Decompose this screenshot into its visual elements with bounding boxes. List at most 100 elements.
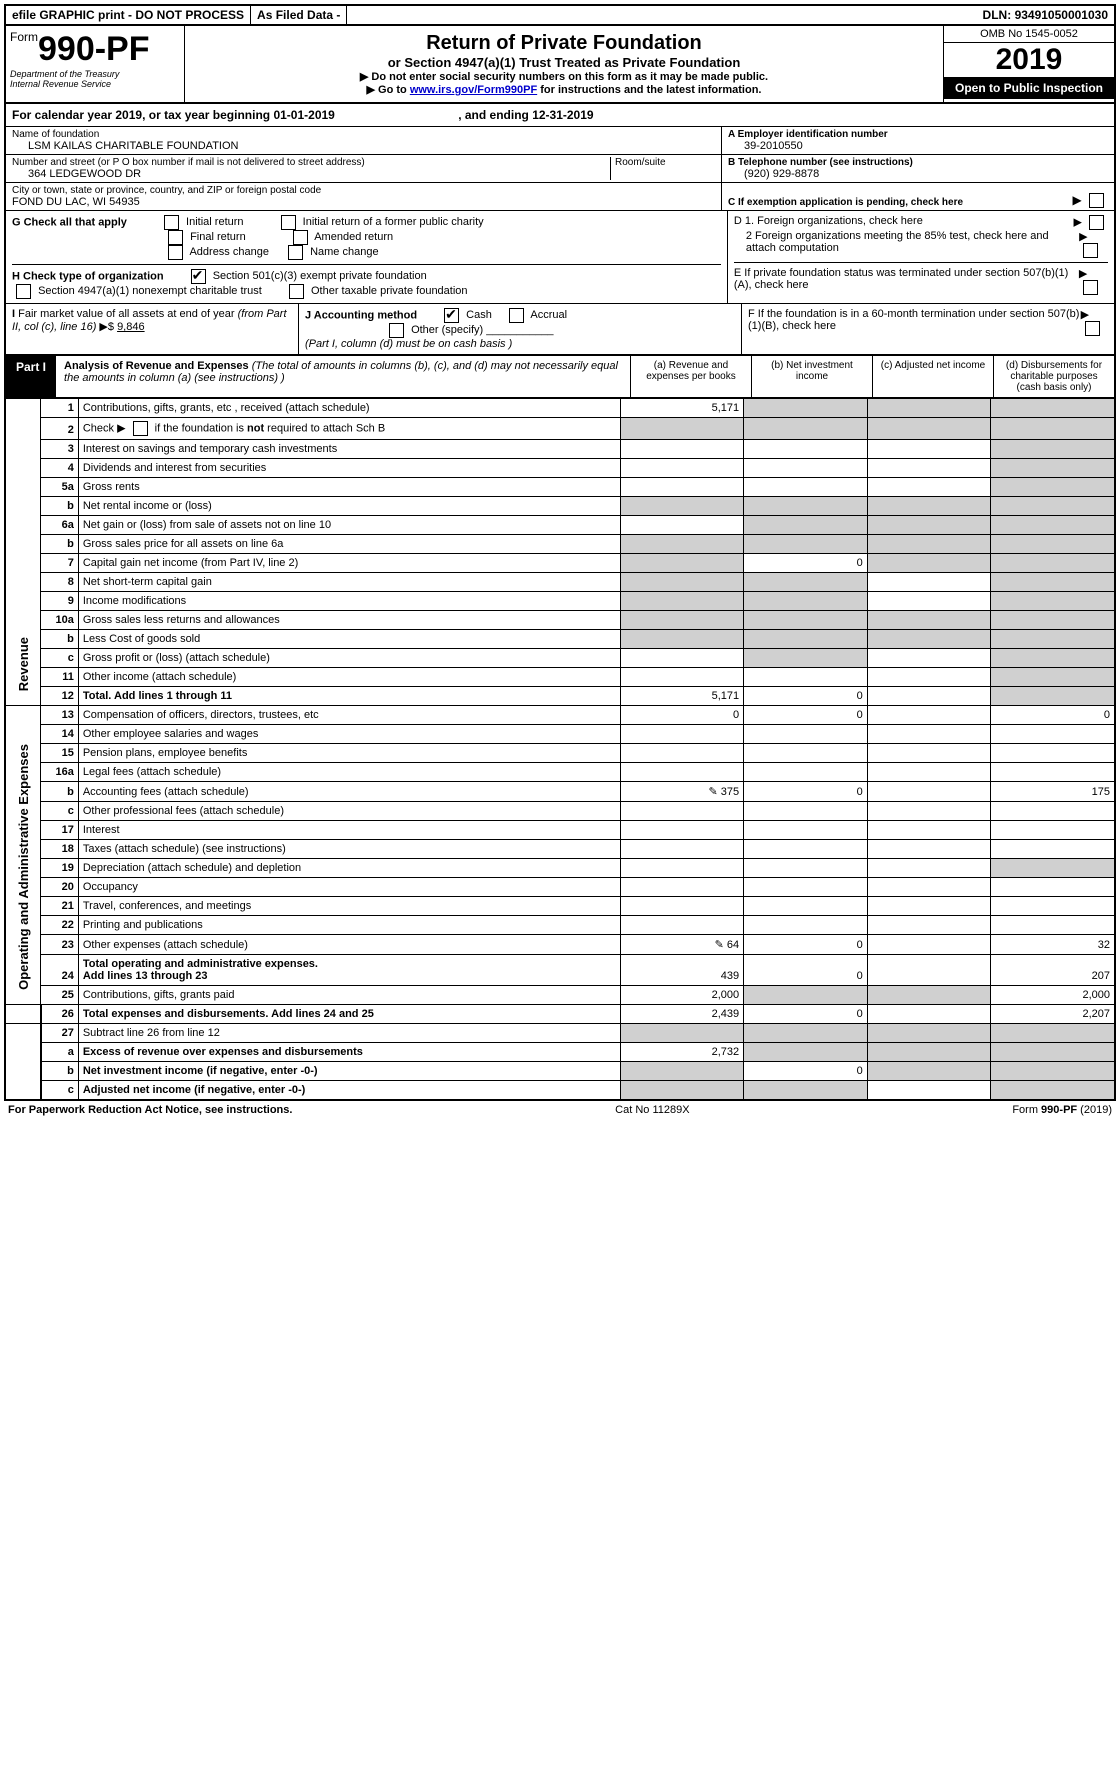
table-row: 5aGross rents [6, 478, 1114, 497]
section-d-e: D 1. Foreign organizations, check here▶ … [728, 211, 1114, 303]
section-h: H Check type of organization Section 501… [12, 269, 721, 299]
part1-title: Analysis of Revenue and Expenses (The to… [56, 356, 631, 397]
g-name-checkbox[interactable] [288, 245, 303, 260]
ln-1-no: 1 [41, 399, 79, 418]
footer-right: Form 990-PF (2019) [1012, 1104, 1112, 1116]
table-row: 4Dividends and interest from securities [6, 459, 1114, 478]
form-id-box: Form990-PF Department of the Treasury In… [6, 26, 185, 102]
d2-checkbox[interactable] [1083, 243, 1098, 258]
cal-end: 12-31-2019 [532, 108, 593, 122]
attachment-icon[interactable]: ✎ [709, 786, 718, 798]
table-row: Revenue 1Contributions, gifts, grants, e… [6, 399, 1114, 418]
form-number: 990-PF [38, 30, 150, 68]
page-footer: For Paperwork Reduction Act Notice, see … [4, 1101, 1116, 1119]
efile-notice: efile GRAPHIC print - DO NOT PROCESS [6, 6, 251, 24]
col-a-header: (a) Revenue and expenses per books [631, 356, 752, 397]
col-b-header: (b) Net investment income [752, 356, 873, 397]
j-accrual-checkbox[interactable] [509, 308, 524, 323]
g-opt2: Initial return of a former public charit… [303, 216, 484, 228]
city-cell: City or town, state or province, country… [6, 183, 722, 210]
table-row: 6aNet gain or (loss) from sale of assets… [6, 516, 1114, 535]
ln-24-desc: Total operating and administrative expen… [78, 955, 620, 986]
table-row: 17Interest [6, 821, 1114, 840]
table-row: 16aLegal fees (attach schedule) [6, 763, 1114, 782]
table-row: 25Contributions, gifts, grants paid2,000… [6, 986, 1114, 1005]
table-row: bNet rental income or (loss) [6, 497, 1114, 516]
ln-1-desc: Contributions, gifts, grants, etc , rece… [78, 399, 620, 418]
g-label: G Check all that apply [12, 216, 127, 228]
ln-1-c [867, 399, 991, 418]
table-row: 15Pension plans, employee benefits [6, 744, 1114, 763]
e-box: ▶ [1079, 267, 1108, 295]
schb-checkbox[interactable] [133, 421, 148, 436]
h-501c3-checkbox[interactable] [191, 269, 206, 284]
irs-link[interactable]: www.irs.gov/Form990PF [410, 84, 537, 96]
g-opt1: Initial return [186, 216, 243, 228]
table-row: cGross profit or (loss) (attach schedule… [6, 649, 1114, 668]
ln-1-a: 5,171 [620, 399, 744, 418]
i-label: I [12, 308, 15, 320]
table-row: cOther professional fees (attach schedul… [6, 802, 1114, 821]
g-initial-checkbox[interactable] [164, 215, 179, 230]
d1-label: D 1. Foreign organizations, check here [734, 215, 923, 230]
g-initial-former-checkbox[interactable] [281, 215, 296, 230]
footer-left: For Paperwork Reduction Act Notice, see … [8, 1104, 292, 1116]
d1-checkbox[interactable] [1089, 215, 1104, 230]
d2-box: ▶ [1079, 230, 1108, 258]
d2-label: 2 Foreign organizations meeting the 85% … [746, 230, 1079, 258]
h-label: H Check type of organization [12, 270, 164, 282]
city-label: City or town, state or province, country… [12, 185, 715, 196]
j-other-checkbox[interactable] [389, 323, 404, 338]
table-row: 11Other income (attach schedule) [6, 668, 1114, 687]
cal-mid: , and ending [458, 108, 532, 122]
table-row: 12Total. Add lines 1 through 115,1710 [6, 687, 1114, 706]
instr-2: ▶ Go to www.irs.gov/Form990PF for instru… [191, 83, 937, 96]
g-address-checkbox[interactable] [168, 245, 183, 260]
j-cash-checkbox[interactable] [444, 308, 459, 323]
e-checkbox[interactable] [1083, 280, 1098, 295]
addr-label: Number and street (or P O box number if … [12, 157, 610, 168]
j-other: Other (specify) [411, 324, 483, 336]
table-row: bGross sales price for all assets on lin… [6, 535, 1114, 554]
h-4947-checkbox[interactable] [16, 284, 31, 299]
city-value: FOND DU LAC, WI 54935 [12, 196, 715, 208]
addr-value: 364 LEDGEWOOD DR [12, 168, 610, 180]
j-label: J Accounting method [305, 309, 417, 321]
col-c-header: (c) Adjusted net income [873, 356, 994, 397]
c-checkbox[interactable] [1089, 193, 1104, 208]
table-row: 8Net short-term capital gain [6, 573, 1114, 592]
attachment-icon[interactable]: ✎ [715, 939, 724, 951]
ln-1-d [991, 399, 1114, 418]
ln-16b-a: ✎ 375 [620, 782, 744, 802]
form-subtitle: or Section 4947(a)(1) Trust Treated as P… [191, 55, 937, 70]
dln-label: DLN: [983, 8, 1012, 22]
f-checkbox[interactable] [1085, 321, 1100, 336]
table-row: 26Total expenses and disbursements. Add … [6, 1005, 1114, 1024]
open-inspection: Open to Public Inspection [944, 77, 1114, 99]
form-container: efile GRAPHIC print - DO NOT PROCESS As … [4, 4, 1116, 1101]
table-row: 22Printing and publications [6, 916, 1114, 935]
room-label: Room/suite [610, 157, 715, 180]
f-label: F If the foundation is in a 60-month ter… [748, 308, 1081, 336]
year-box: OMB No 1545-0052 2019 Open to Public Ins… [944, 26, 1114, 102]
form-prefix: Form [10, 30, 38, 44]
form-title: Return of Private Foundation [191, 32, 937, 55]
j-cash: Cash [466, 309, 492, 321]
top-bar: efile GRAPHIC print - DO NOT PROCESS As … [6, 6, 1114, 26]
table-row: Operating and Administrative Expenses 13… [6, 706, 1114, 725]
revenue-label: Revenue [6, 399, 41, 706]
address-cell: Number and street (or P O box number if … [6, 155, 722, 182]
table-row: 10aGross sales less returns and allowanc… [6, 611, 1114, 630]
table-row: bAccounting fees (attach schedule)✎ 3750… [6, 782, 1114, 802]
title-box: Return of Private Foundation or Section … [185, 26, 944, 102]
dept-label: Department of the Treasury [10, 69, 180, 79]
g-amended-checkbox[interactable] [293, 230, 308, 245]
g-opt4: Amended return [314, 231, 393, 243]
table-row: 24Total operating and administrative exp… [6, 955, 1114, 986]
h-other-checkbox[interactable] [289, 284, 304, 299]
foundation-name: LSM KAILAS CHARITABLE FOUNDATION [12, 140, 715, 152]
table-row: 9Income modifications [6, 592, 1114, 611]
section-i: I Fair market value of all assets at end… [6, 304, 299, 354]
section-g: G Check all that apply Initial return In… [6, 211, 728, 303]
g-final-checkbox[interactable] [168, 230, 183, 245]
